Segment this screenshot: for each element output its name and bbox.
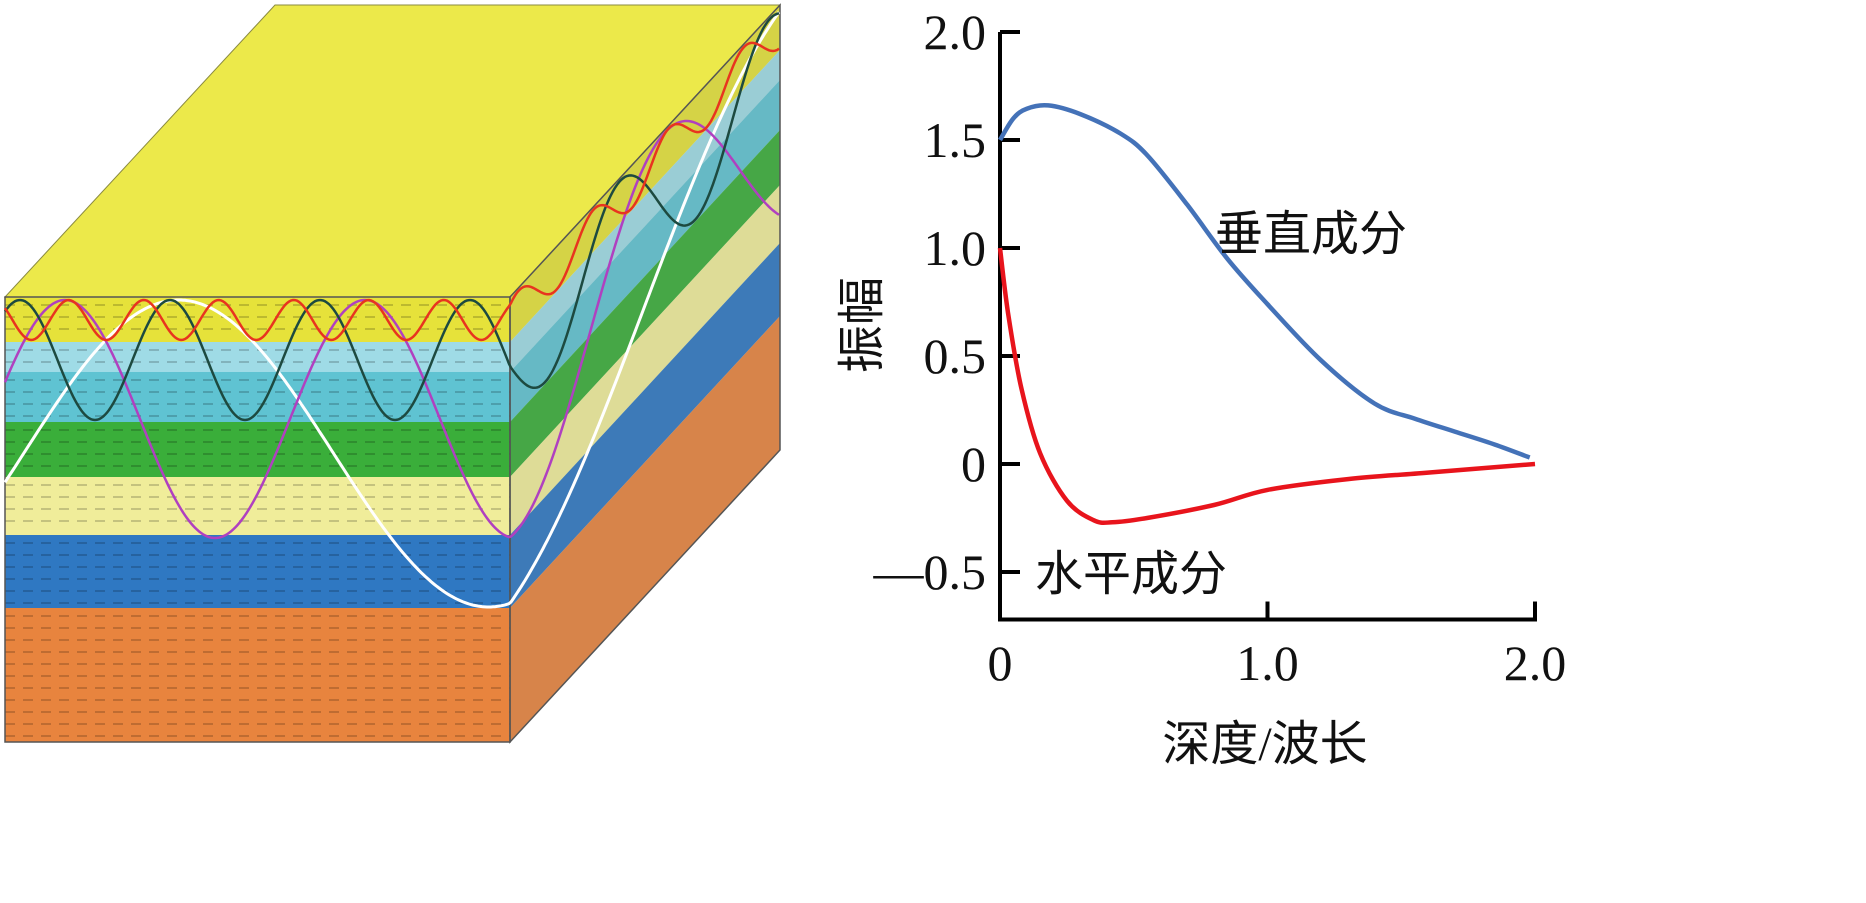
y-tick-label: 1.0 (924, 220, 987, 276)
layered-ground-block-diagram (3, 3, 782, 744)
y-axis-label: 振幅 (836, 277, 889, 373)
series-label-vertical: 垂直成分 (1215, 208, 1407, 261)
wave-long-white (3, 11, 781, 609)
front-layer (5, 608, 510, 742)
y-tick-label: 2.0 (924, 4, 987, 60)
side-outline (509, 3, 781, 744)
front-layer (5, 422, 510, 477)
x-tick-label: 1.0 (1236, 635, 1299, 691)
front-layer (5, 477, 510, 535)
side-layer (510, 80, 780, 422)
wave-magenta (3, 119, 780, 540)
y-tick-label: 1.5 (924, 112, 987, 168)
series-line-vertical (998, 102, 1531, 460)
side-layer (510, 185, 780, 535)
series-line-horizontal (997, 247, 1536, 526)
side-layer (510, 5, 780, 342)
side-layer (510, 243, 780, 608)
front-layer (5, 535, 510, 608)
side-layer (510, 316, 780, 742)
wave-short-red (3, 41, 780, 342)
x-tick-label: 0 (988, 635, 1013, 691)
x-axis-label: 深度/波长 (1162, 718, 1367, 771)
y-tick-label: 0 (961, 436, 986, 492)
wave-dark-green (3, 12, 780, 422)
x-tick-label: 2.0 (1504, 635, 1567, 691)
side-layer (510, 50, 780, 372)
series-label-horizontal: 水平成分 (1035, 548, 1227, 601)
y-tick-label: 0.5 (924, 328, 987, 384)
y-tick-label: —0.5 (873, 544, 987, 600)
